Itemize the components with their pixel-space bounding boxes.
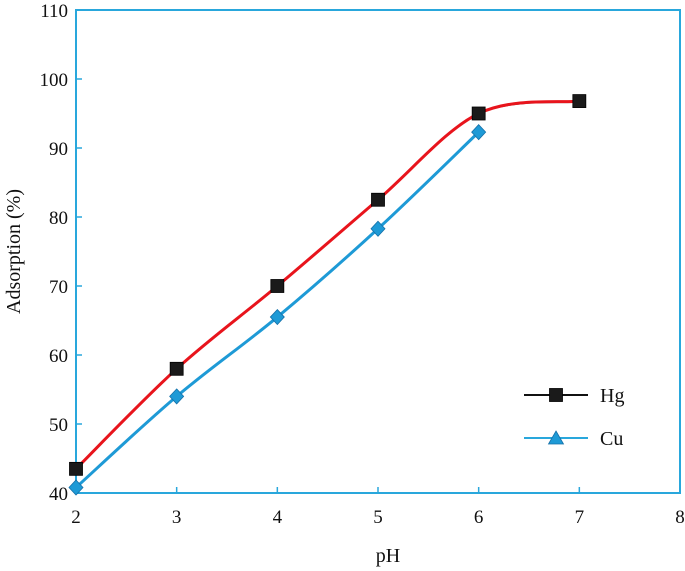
y-tick-label: 60 <box>49 346 68 367</box>
x-tick-label: 3 <box>172 507 182 528</box>
legend-item-cu: Cu <box>524 428 623 450</box>
y-tick-label: 50 <box>49 415 68 436</box>
y-axis-label: Adsorption (%) <box>3 189 25 314</box>
data-point-hg <box>69 461 83 476</box>
legend-label-cu: Cu <box>600 428 623 450</box>
y-tick-label: 90 <box>49 139 68 160</box>
data-point-hg <box>572 94 587 108</box>
x-tick-label: 5 <box>373 507 383 528</box>
y-tick-label: 70 <box>49 277 68 298</box>
x-tick-label: 6 <box>474 507 484 528</box>
x-tick-label: 7 <box>575 507 585 528</box>
data-point-cu <box>68 479 84 496</box>
legend-item-hg: Hg <box>524 385 624 407</box>
data-point-cu <box>269 308 285 326</box>
series-hg <box>69 94 587 476</box>
x-axis: 2 3 4 5 6 7 8 <box>71 487 685 528</box>
series-cu <box>68 124 487 496</box>
x-tick-label: 8 <box>675 507 685 528</box>
legend-label-hg: Hg <box>600 385 624 407</box>
series-layer <box>68 94 587 496</box>
x-tick-label: 4 <box>273 507 283 528</box>
y-tick-label: 40 <box>49 484 68 505</box>
data-point-cu <box>370 220 386 237</box>
data-point-cu <box>169 388 185 405</box>
data-point-cu <box>471 124 487 141</box>
y-tick-label: 110 <box>40 1 68 22</box>
y-axis: 40 50 60 70 80 90 100 110 <box>40 1 82 505</box>
legend: Hg Cu <box>524 385 624 450</box>
plot-frame <box>75 9 681 494</box>
legend-marker-hg <box>549 388 563 402</box>
data-point-hg <box>371 192 385 207</box>
legend-marker-cu <box>547 430 565 445</box>
data-point-hg <box>270 279 285 293</box>
y-tick-label: 80 <box>49 208 68 229</box>
series-line-hg-shadow <box>74 101 579 471</box>
x-axis-label: pH <box>376 545 400 567</box>
y-tick-label: 100 <box>40 70 69 91</box>
x-tick-label: 2 <box>71 507 81 528</box>
data-point-hg <box>169 361 184 376</box>
series-line-hg <box>74 99 580 470</box>
data-point-hg <box>471 106 486 121</box>
